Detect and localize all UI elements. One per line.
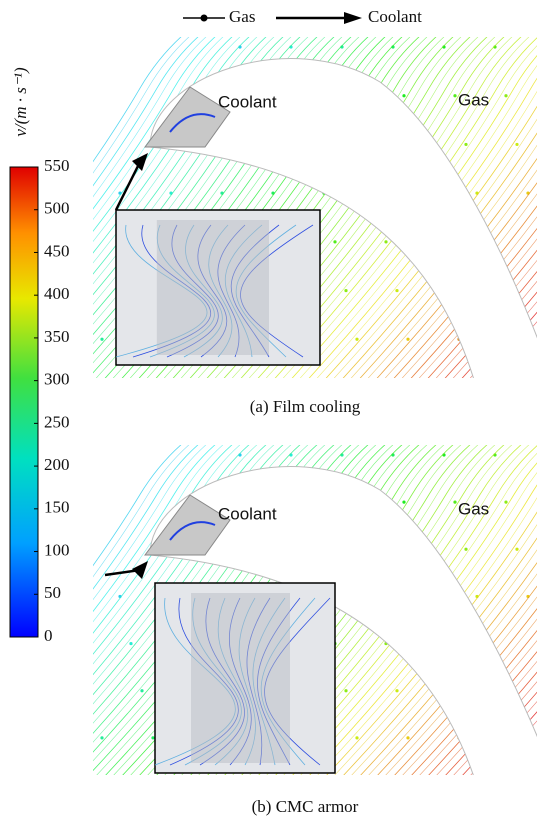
streamline-dot — [100, 338, 103, 341]
streamline-dot — [129, 642, 132, 645]
streamline-dot — [78, 240, 81, 243]
colorbar-label: v/(m · s⁻¹) — [11, 67, 30, 137]
streamline-dot — [49, 736, 52, 739]
panel: Coolant Gas — [0, 382, 537, 795]
legend-label: Coolant — [368, 7, 422, 26]
streamline-dot — [333, 240, 336, 243]
streamline-dot — [38, 289, 41, 292]
streamline-dot — [468, 783, 471, 786]
legend-label: Gas — [229, 7, 255, 26]
region-label: Coolant — [218, 504, 277, 523]
colorbar-tick-label: 450 — [44, 241, 70, 260]
colorbar-tick-label: 250 — [44, 412, 70, 431]
colorbar-tick-label: 100 — [44, 540, 70, 559]
streamline-dot — [162, 783, 165, 786]
streamline-dot — [453, 94, 456, 97]
streamline-dot — [315, 386, 318, 389]
streamline-dot — [0, 736, 2, 739]
inset-cylinder — [157, 220, 269, 355]
streamline-dot — [140, 689, 143, 692]
colorbar-tick-label: 400 — [44, 284, 70, 303]
colorbar-tick-label: 350 — [44, 327, 70, 346]
streamline-dot — [355, 736, 358, 739]
streamline-dot — [395, 689, 398, 692]
region-label: Coolant — [218, 92, 277, 111]
streamline-dot — [344, 289, 347, 292]
region-label: Gas — [458, 90, 489, 109]
colorbar-tick-label: 550 — [44, 156, 70, 175]
colorbar-tick-label: 150 — [44, 498, 70, 517]
panel: Coolant Gas — [0, 0, 537, 398]
streamline-dot — [406, 736, 409, 739]
streamline-dot — [515, 143, 518, 146]
figure: Gas Coolant v/(m · s⁻¹) 0 50 100 150 200 250 3… — [0, 0, 537, 824]
streamline-dot — [417, 386, 420, 389]
streamline-dot — [402, 501, 405, 504]
streamline-dot — [162, 386, 165, 389]
streamline-dot — [38, 689, 41, 692]
colorbar: v/(m · s⁻¹) 0 50 100 150 200 250 300 350 400 450 5… — [10, 67, 70, 645]
streamline-dot — [355, 338, 358, 341]
streamline-dot — [111, 783, 114, 786]
colorbar-gradient — [10, 167, 38, 637]
streamline-dot — [151, 736, 154, 739]
colorbar-tick-label: 50 — [44, 583, 61, 602]
streamline-dot — [264, 783, 267, 786]
caption: (b) CMC armor — [252, 797, 359, 816]
streamline-dot — [519, 386, 522, 389]
legend-dot — [201, 15, 208, 22]
inset-cylinder — [191, 593, 290, 763]
streamline-dot — [402, 94, 405, 97]
streamline-dot — [60, 783, 63, 786]
streamline-dot — [417, 783, 420, 786]
streamline-dot — [0, 338, 2, 341]
streamline-dot — [344, 689, 347, 692]
streamline-dot — [366, 386, 369, 389]
legend-arrowhead — [344, 12, 362, 24]
streamline-dot — [464, 548, 467, 551]
streamline-dot — [406, 338, 409, 341]
streamline-dot — [504, 501, 507, 504]
streamline-dot — [366, 783, 369, 786]
streamline-dot — [515, 548, 518, 551]
streamline-dot — [264, 386, 267, 389]
streamline-dot — [384, 240, 387, 243]
streamline-dot — [89, 689, 92, 692]
streamline-dot — [519, 783, 522, 786]
colorbar-tick-label: 200 — [44, 455, 70, 474]
streamline-dot — [468, 386, 471, 389]
legend: Gas Coolant — [183, 7, 422, 26]
streamline-dot — [78, 642, 81, 645]
streamline-dot — [464, 143, 467, 146]
streamline-dot — [315, 783, 318, 786]
streamline-dot — [213, 783, 216, 786]
colorbar-tick-label: 300 — [44, 370, 70, 389]
region-label: Gas — [458, 499, 489, 518]
colorbar-tick-label: 500 — [44, 199, 70, 218]
streamline-dot — [453, 501, 456, 504]
streamline-dot — [504, 94, 507, 97]
caption: (a) Film cooling — [250, 397, 361, 416]
streamline-dot — [100, 736, 103, 739]
streamline-dot — [395, 289, 398, 292]
colorbar-tick-label: 0 — [44, 626, 53, 645]
streamline-dot — [89, 289, 92, 292]
streamline-dot — [9, 783, 12, 786]
streamline-dot — [111, 386, 114, 389]
streamline-dot — [213, 386, 216, 389]
